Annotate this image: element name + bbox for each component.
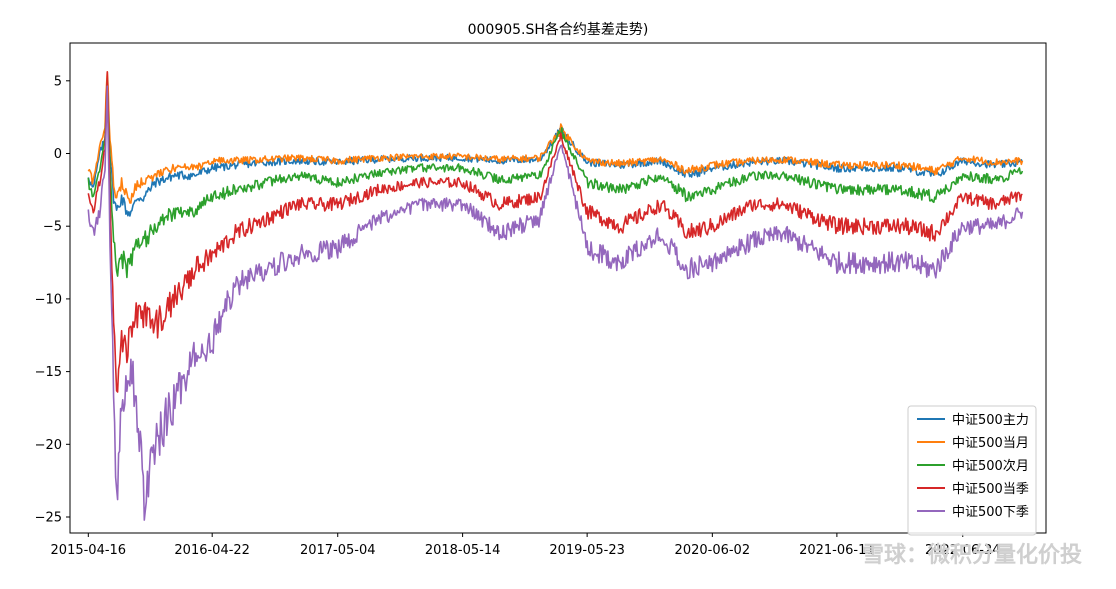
x-tick-label: 2015-04-16 (51, 543, 127, 558)
x-tick-label: 2018-05-14 (425, 543, 501, 558)
series-line-3 (87, 76, 1024, 279)
series-line-1 (87, 97, 1024, 217)
x-tick-label: 2019-05-23 (549, 543, 625, 558)
y-tick-label: −25 (35, 511, 62, 526)
x-tick-label: 2017-05-04 (300, 543, 376, 558)
series-line-4 (87, 71, 1023, 393)
plot-frame (69, 42, 1047, 534)
y-axis: 5 0 −5 −10 −15 −20 −25 (35, 74, 70, 526)
legend-label: 中证500下季 (952, 505, 1029, 520)
legend-label: 中证500当月 (952, 436, 1029, 451)
legend-box (907, 405, 1037, 536)
legend-label: 中证500主力 (952, 413, 1029, 428)
y-tick-label: −20 (35, 438, 62, 453)
series-layer (87, 71, 1024, 521)
y-tick-label: −10 (35, 292, 62, 307)
series-line-2 (87, 71, 1024, 204)
legend-label: 中证500次月 (952, 458, 1029, 474)
series-line-5 (87, 85, 1024, 521)
chart-title: 000905.SH各合约基差走势) (468, 21, 649, 38)
y-tick-label: −15 (35, 365, 62, 380)
x-axis: 2015-04-16 2016-04-22 2017-05-04 2018-05-14… (51, 533, 1001, 558)
x-tick-label: 2020-06-02 (675, 543, 751, 558)
y-tick-label: 5 (54, 74, 62, 89)
watermark-text: 雪球：微积分量化价投 (862, 542, 1082, 568)
y-tick-label: 0 (54, 147, 62, 162)
y-tick-label: −5 (43, 220, 62, 235)
x-tick-label: 2021-06-11 (799, 543, 875, 558)
x-tick-label: 2022-06-24 (925, 543, 1001, 558)
legend-label: 中证500当季 (952, 482, 1029, 497)
x-tick-label: 2016-04-22 (174, 543, 250, 558)
